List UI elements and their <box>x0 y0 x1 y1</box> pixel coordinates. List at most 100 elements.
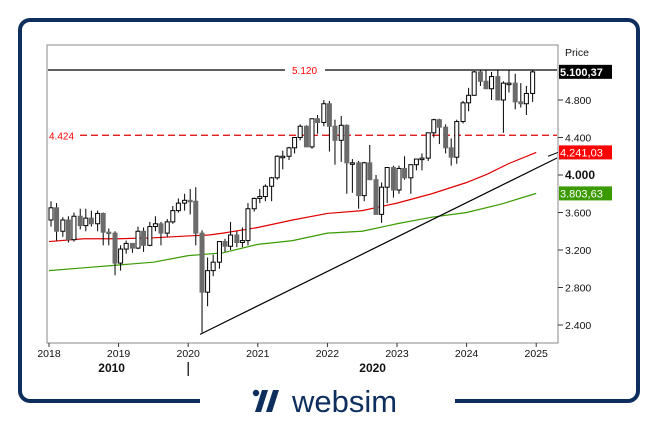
y-tick-label: 3.600 <box>565 208 591 220</box>
x-tick-label: 2019 <box>107 348 131 360</box>
y-tick-label: 4.800 <box>565 95 591 107</box>
candle <box>54 207 60 232</box>
candle <box>413 158 419 166</box>
candle <box>379 186 385 215</box>
candle <box>65 219 71 241</box>
candle <box>251 197 257 210</box>
candle <box>88 217 94 225</box>
candle <box>175 202 181 212</box>
price-axis-label: Price <box>565 47 589 59</box>
candle <box>123 242 129 250</box>
candle <box>205 270 211 293</box>
candle <box>309 118 315 148</box>
y-tick-label: 2.400 <box>565 320 591 332</box>
candle <box>193 200 199 234</box>
candle <box>303 125 309 148</box>
candle <box>100 212 106 233</box>
candle <box>344 124 350 164</box>
candle <box>147 226 153 246</box>
candle <box>135 230 141 249</box>
candle <box>297 125 303 138</box>
candle <box>477 71 483 82</box>
candle <box>228 234 234 247</box>
candle <box>390 167 396 191</box>
y-tick-label: 3.200 <box>565 245 591 257</box>
candle <box>170 210 176 223</box>
candle <box>460 102 466 123</box>
candle <box>489 76 495 90</box>
candle <box>431 119 437 134</box>
candle <box>234 234 240 243</box>
candle <box>402 167 408 179</box>
candle <box>187 199 193 203</box>
candle <box>326 103 332 127</box>
x-tick-label: 2020 <box>177 348 201 360</box>
candle <box>216 241 222 263</box>
x-tick-label: 2022 <box>316 348 340 360</box>
candle <box>239 240 245 243</box>
candle <box>48 207 54 221</box>
candle <box>262 185 268 198</box>
trend-line-line <box>199 157 557 335</box>
candle <box>269 177 275 187</box>
candle <box>274 155 280 179</box>
ma-green-badge-text: 3.803,63 <box>560 188 603 200</box>
candle <box>71 215 77 241</box>
candle <box>292 137 298 149</box>
x-tick-label: 2025 <box>525 348 549 360</box>
x-tick-label: 2024 <box>455 348 479 360</box>
candle <box>141 230 147 246</box>
candle <box>332 125 338 141</box>
candle <box>356 162 362 197</box>
level-label-5120: 5.120 <box>292 66 317 77</box>
candle <box>280 155 286 159</box>
candle <box>95 212 101 225</box>
candle <box>77 215 83 227</box>
candle <box>425 132 431 159</box>
websim-mark-icon <box>252 389 279 412</box>
candle <box>164 221 170 234</box>
candle <box>495 76 501 101</box>
moving-average-green--line <box>48 192 537 272</box>
candle <box>408 164 414 179</box>
level-label-4424: 4.424 <box>49 131 74 142</box>
candle <box>471 71 477 96</box>
x-tick-label: 2023 <box>385 348 409 360</box>
x-tick-label: 2018 <box>37 348 61 360</box>
candle <box>518 101 524 105</box>
candle <box>158 223 164 234</box>
candle <box>182 199 188 204</box>
candle <box>466 94 472 104</box>
candle <box>118 248 124 264</box>
candle <box>129 242 135 249</box>
candle <box>106 231 112 235</box>
candle <box>384 167 390 188</box>
candle <box>349 162 355 165</box>
candle <box>454 121 460 158</box>
decade-label: 2010 <box>98 361 125 375</box>
candle <box>83 217 89 227</box>
candle <box>222 241 228 247</box>
candle <box>257 196 263 199</box>
candle <box>361 162 367 197</box>
websim-logo: websim <box>252 384 397 418</box>
x-tick-label: 2021 <box>246 348 270 360</box>
y-tick-label: 2.800 <box>565 283 591 295</box>
candle <box>373 179 379 215</box>
ma-red-badge <box>559 145 612 160</box>
candle <box>60 219 66 232</box>
card-frame <box>18 18 640 403</box>
decade-label: 2020 <box>359 361 386 375</box>
ma-red-badge-text: 4.241,03 <box>560 147 603 159</box>
candle <box>286 147 292 157</box>
candle <box>210 261 216 272</box>
candle <box>523 92 529 105</box>
candle <box>530 71 536 94</box>
last-price-badge <box>559 64 612 79</box>
brand-name: websim <box>292 383 398 419</box>
ma-green-badge <box>559 186 612 201</box>
moving-average-red--line <box>48 151 537 243</box>
y-tick-label: 4.400 <box>565 133 591 145</box>
candle <box>500 82 506 101</box>
